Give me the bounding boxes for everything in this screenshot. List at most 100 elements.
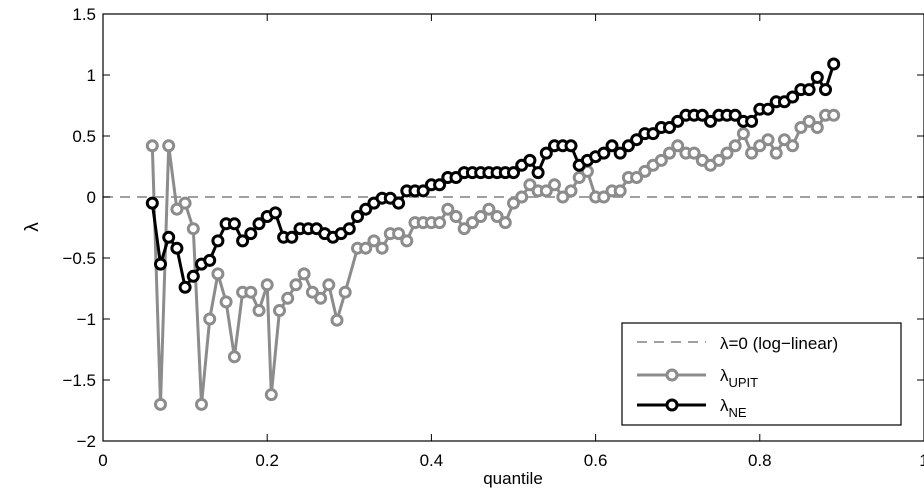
- data-point-upit: [613, 184, 627, 198]
- legend: λ=0 (log−linear) λUPIT λNE: [621, 322, 902, 426]
- data-point-upit: [523, 178, 537, 192]
- data-point-upit: [400, 234, 414, 248]
- data-point-upit: [572, 171, 586, 184]
- data-point-ne: [605, 139, 619, 153]
- data-point-upit: [457, 222, 471, 236]
- data-point-upit: [761, 133, 775, 147]
- data-point-upit: [753, 139, 767, 153]
- data-point-ne: [539, 146, 553, 160]
- data-point-upit: [449, 210, 463, 223]
- data-point-upit: [638, 164, 652, 178]
- series-layer: [145, 57, 841, 411]
- data-point-upit: [515, 190, 529, 204]
- data-point-ne: [630, 133, 644, 147]
- series-upit: [145, 108, 841, 411]
- data-point-upit: [305, 285, 319, 299]
- x-tick-label: 1: [919, 451, 924, 470]
- legend-ne-subscript: NE: [729, 405, 747, 420]
- data-point-upit: [802, 114, 816, 128]
- data-point-upit: [539, 184, 553, 198]
- data-point-upit: [794, 121, 808, 134]
- data-point-upit: [687, 146, 701, 160]
- x-tick-label: 0.4: [420, 451, 444, 470]
- data-point-upit: [474, 210, 488, 223]
- legend-upit-symbol: λ: [720, 366, 729, 385]
- data-point-ne: [819, 83, 832, 97]
- data-point-ne: [145, 196, 159, 210]
- data-point-upit: [264, 388, 278, 402]
- data-point-ne: [154, 257, 167, 271]
- y-tick-label: 0.5: [72, 127, 96, 146]
- data-point-ne: [745, 114, 759, 128]
- data-point-ne: [162, 230, 176, 244]
- x-tick-label: 0.2: [255, 451, 279, 470]
- data-point-upit: [777, 133, 791, 147]
- data-point-upit: [671, 139, 685, 153]
- data-point-upit: [663, 146, 676, 160]
- legend-upit-subscript: UPIT: [729, 375, 759, 390]
- legend-ne-marker: [665, 398, 679, 412]
- legend-ref-label: λ=0 (log−linear): [720, 334, 838, 353]
- data-point-ne: [186, 269, 200, 283]
- data-point-ne: [342, 222, 356, 236]
- data-point-upit: [227, 350, 241, 364]
- data-point-upit: [359, 241, 373, 255]
- data-point-ne: [236, 234, 250, 248]
- data-point-upit: [810, 121, 824, 134]
- data-point-upit: [720, 146, 734, 160]
- data-point-upit: [170, 202, 184, 216]
- data-point-ne: [507, 166, 520, 180]
- data-point-upit: [338, 285, 352, 299]
- data-point-upit: [433, 216, 447, 230]
- data-point-upit: [465, 216, 479, 230]
- data-point-upit: [597, 190, 611, 204]
- data-point-upit: [314, 291, 328, 305]
- data-point-upit: [244, 285, 258, 299]
- data-point-upit: [186, 222, 200, 236]
- data-point-ne: [285, 230, 299, 244]
- x-tick-label: 0: [98, 451, 107, 470]
- data-point-ne: [433, 178, 447, 192]
- data-point-ne: [227, 217, 241, 231]
- series-ne: [145, 57, 841, 294]
- data-point-ne: [810, 70, 824, 84]
- data-point-ne: [786, 90, 800, 104]
- data-point-upit: [482, 202, 496, 216]
- data-point-upit: [745, 146, 759, 160]
- data-point-upit: [498, 216, 512, 230]
- data-point-ne: [392, 196, 406, 210]
- data-point-ne: [728, 108, 742, 122]
- data-point-ne: [268, 206, 282, 220]
- data-point-upit: [728, 139, 742, 153]
- data-point-ne: [351, 210, 364, 223]
- data-point-upit: [827, 108, 841, 122]
- data-point-upit: [219, 295, 233, 309]
- data-point-ne: [170, 241, 184, 255]
- data-point-ne: [178, 280, 192, 294]
- data-point-ne: [244, 227, 258, 241]
- data-point-upit: [297, 267, 311, 281]
- data-point-upit: [252, 304, 266, 317]
- data-point-upit: [630, 171, 644, 184]
- data-point-upit: [154, 397, 167, 411]
- data-point-upit: [736, 127, 750, 141]
- data-point-ne: [704, 114, 717, 128]
- data-point-upit: [211, 267, 225, 281]
- axis-ticks: 0 0.2 0.4 0.6 0.8 1 1.5 1 0.5 0 −0.5 −1 −1.5 −2: [62, 5, 924, 470]
- data-point-upit: [786, 139, 800, 153]
- data-point-ne: [613, 146, 627, 160]
- data-point-upit: [712, 153, 726, 167]
- data-point-ne: [802, 83, 816, 97]
- data-point-ne: [761, 102, 775, 116]
- y-tick-label: 0: [87, 188, 96, 207]
- legend-upit-marker: [665, 368, 679, 382]
- data-point-upit: [289, 278, 303, 292]
- data-point-ne: [252, 217, 266, 231]
- y-tick-label: −0.5: [62, 249, 96, 268]
- y-tick-label: −2: [77, 432, 96, 451]
- data-point-upit: [507, 196, 520, 210]
- data-point-upit: [441, 202, 455, 216]
- x-tick-label: 0.6: [584, 451, 608, 470]
- y-tick-label: 1.5: [72, 5, 96, 24]
